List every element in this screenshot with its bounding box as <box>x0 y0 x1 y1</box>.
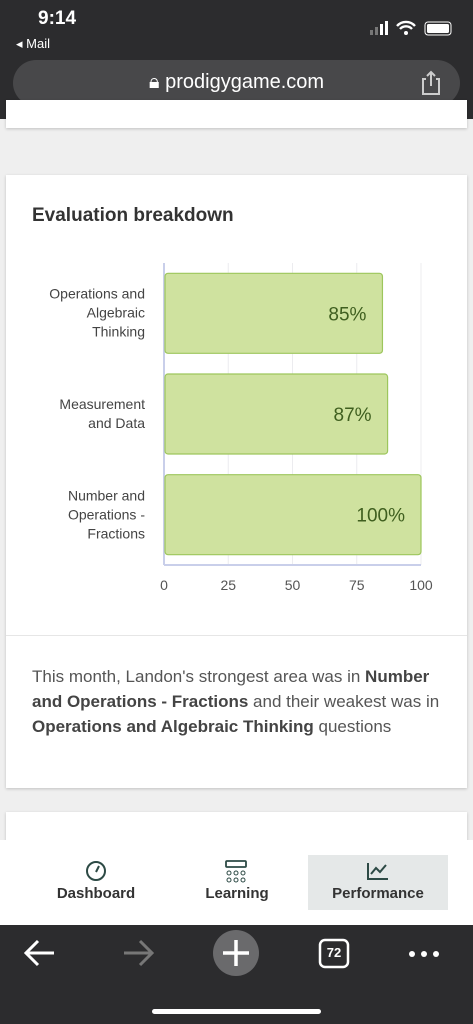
tab-count[interactable]: 72 <box>326 945 342 960</box>
nav-icons <box>86 860 388 883</box>
category-label: Measurement and Data <box>59 396 145 431</box>
status-icons <box>370 20 452 36</box>
x-tick-label: 100 <box>409 577 433 593</box>
value-label: 100% <box>356 506 405 527</box>
nav-label: Dashboard <box>56 885 136 902</box>
nav-icon <box>367 863 388 880</box>
bar <box>164 272 384 354</box>
summary: This month, Landon's strongest area was … <box>32 664 442 739</box>
x-tick-label: 25 <box>220 577 236 593</box>
summary-bold: Operations and Algebraic Thinking <box>32 717 314 736</box>
nav-item[interactable]: Performance <box>308 855 448 910</box>
value-label: 87% <box>334 405 372 426</box>
previous-card <box>6 100 467 128</box>
clock: 9:14 <box>38 8 77 29</box>
back-to-app[interactable]: ◂ Mail <box>16 36 50 51</box>
toolbar-icons <box>23 930 439 1014</box>
nav-item[interactable]: Dashboard <box>26 855 166 910</box>
nav-item[interactable]: Learning <box>167 855 307 910</box>
back-app-name: Mail <box>26 36 50 51</box>
bar <box>164 373 389 455</box>
x-tick-label: 75 <box>349 577 365 593</box>
category-label: Number and Operations - Fractions <box>67 487 145 542</box>
divider <box>6 635 467 636</box>
nav-label: Learning <box>205 885 269 902</box>
share-icon[interactable] <box>420 70 442 96</box>
summary-bold: Number and Operations - Fractions <box>32 667 430 711</box>
x-tick-label: 50 <box>285 577 301 593</box>
bar <box>164 474 422 556</box>
url-text: prodigygame.com <box>165 71 325 93</box>
nav-label: Performance <box>332 885 424 902</box>
x-tick-label: 0 <box>160 577 168 593</box>
url-bar[interactable] <box>13 60 460 106</box>
summary-text: questions <box>313 717 392 736</box>
card-title: Evaluation breakdown <box>32 205 234 226</box>
url[interactable]: 🔒︎ prodigygame.com <box>148 71 325 93</box>
summary-text: This month, Landon's strongest area was … <box>32 667 366 686</box>
category-label: Operations and Algebraic Thinking <box>49 285 145 340</box>
value-label: 85% <box>328 304 366 325</box>
summary-text: and their weakest was in <box>248 692 440 711</box>
